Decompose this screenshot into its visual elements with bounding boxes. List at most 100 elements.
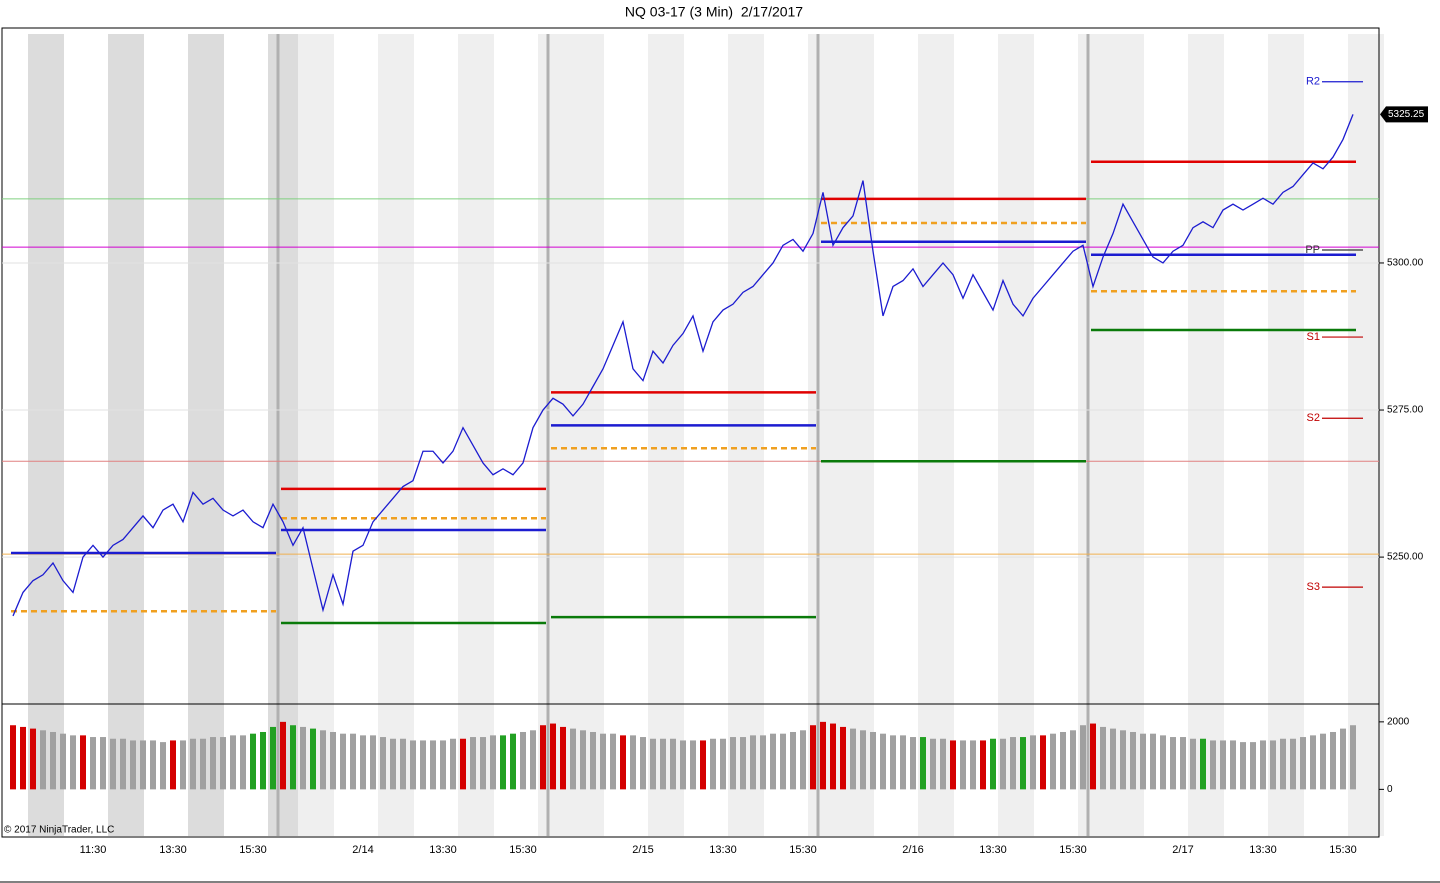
price-line [12,114,1354,617]
x-tick-label: 13:30 [709,844,737,856]
volume-bar [920,737,926,790]
volume-bar [560,726,566,790]
y-tick-label: 5250.00 [1387,552,1424,563]
pivot-label: S3 [1307,581,1320,593]
x-tick-label: 2/14 [352,844,373,856]
volume-bar [140,740,146,790]
volume-bar [410,740,416,790]
volume-bar [840,726,846,790]
hour-band [1188,34,1224,836]
volume-bar [1330,731,1336,790]
volume-bar [880,733,886,790]
volume-bar [1070,730,1076,790]
volume-bar [660,738,666,790]
y-tick-label: 5275.00 [1387,405,1424,416]
volume-bar [1190,738,1196,790]
hour-band [918,34,954,836]
volume-bar [110,738,116,790]
volume-bar [1150,733,1156,790]
x-tick-label: 15:30 [239,844,267,856]
volume-bar [1030,735,1036,790]
x-tick-label: 2/17 [1172,844,1193,856]
volume-bar [1120,730,1126,790]
volume-bar [70,735,76,790]
volume-bar [520,731,526,790]
x-tick-label: 15:30 [789,844,817,856]
x-tick-label: 15:30 [1059,844,1087,856]
volume-bar [30,728,36,790]
volume-bar [280,721,286,790]
volume-bar [400,738,406,790]
volume-bar [1210,740,1216,790]
volume-bar [310,728,316,790]
volume-bar [640,737,646,790]
volume-bar [600,733,606,790]
hour-band [728,34,764,836]
volume-bar [170,740,176,790]
volume-bar [350,733,356,790]
volume-bar [1280,738,1286,790]
volume-bar [220,737,226,790]
volume-bar [300,726,306,790]
volume-bar [740,737,746,790]
hour-band [648,34,684,836]
volume-bar [1140,733,1146,790]
volume-bar [830,723,836,790]
volume-bar [160,742,166,790]
volume-bar [1200,738,1206,790]
volume-bar [420,740,426,790]
x-tick-label: 13:30 [429,844,457,856]
volume-bar [980,740,986,790]
volume-bar [970,740,976,790]
volume-bar [540,725,546,790]
volume-bar [290,725,296,790]
pivot-label: R2 [1306,76,1320,88]
last-price-tag [1380,106,1428,123]
volume-bar [610,733,616,790]
volume-bar [550,723,556,790]
volume-bar [1010,737,1016,790]
volume-bar [330,731,336,790]
volume-bar [790,731,796,790]
volume-bar [1090,723,1096,790]
volume-bar [90,737,96,790]
volume-bar [100,737,106,790]
hour-band [1268,34,1304,836]
pivot-label: S2 [1307,412,1320,424]
volume-bar [670,738,676,790]
x-tick-label: 15:30 [1329,844,1357,856]
volume-bar [1130,731,1136,790]
volume-bar [940,738,946,790]
volume-bar [1220,740,1226,790]
chart-title: NQ 03-17 (3 Min) 2/17/2017 [625,4,803,20]
volume-bar [870,731,876,790]
hour-band [838,34,874,836]
volume-bar [1050,733,1056,790]
volume-bar [230,735,236,790]
hour-band [298,34,334,836]
volume-bar [960,740,966,790]
volume-bar [590,731,596,790]
volume-bar [690,740,696,790]
volume-bar [320,730,326,790]
volume-bar [440,740,446,790]
volume-bar [1110,728,1116,790]
volume-bar [10,725,16,790]
volume-bar [890,735,896,790]
volume-bar [1320,733,1326,790]
volume-bar [1260,740,1266,790]
volume-bar [750,735,756,790]
volume-bar [1060,731,1066,790]
hour-band [108,34,144,836]
volume-bar [1350,725,1356,790]
volume-bar [1270,740,1276,790]
volume-bar [270,726,276,790]
volume-bar [720,738,726,790]
volume-bar [60,733,66,790]
volume-bar [1180,737,1186,790]
volume-bar [390,738,396,790]
copyright: © 2017 NinjaTrader, LLC [4,825,114,836]
pivot-label: PP [1305,244,1320,256]
hour-band [378,34,414,836]
